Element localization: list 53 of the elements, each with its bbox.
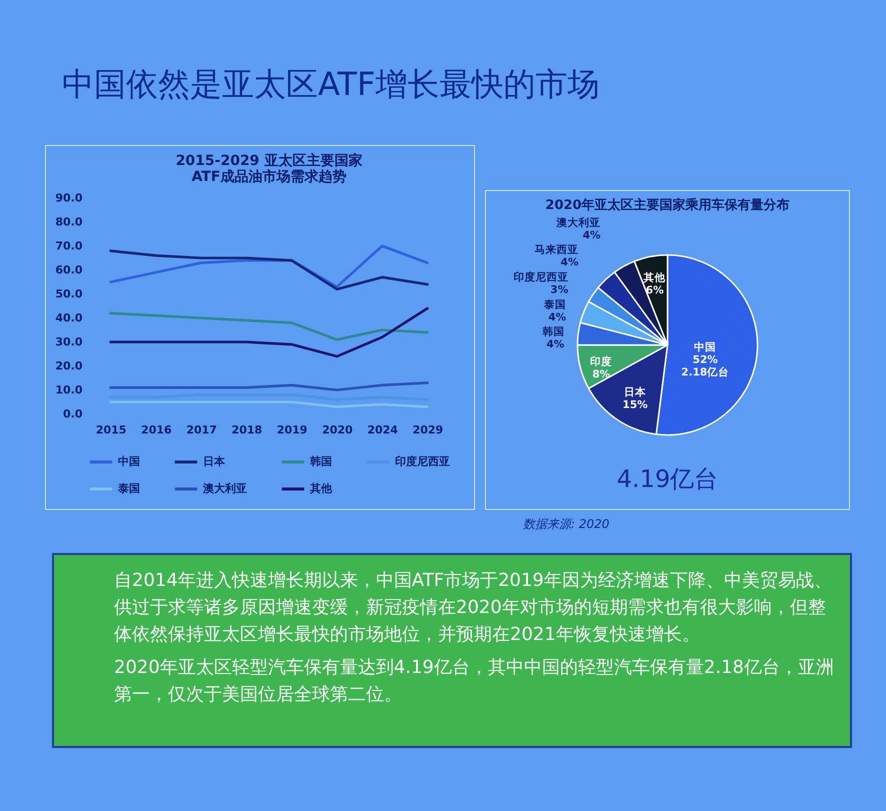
x-tick-label: 2024 xyxy=(367,424,398,436)
y-tick-label: 50.0 xyxy=(55,288,83,300)
y-tick-label: 10.0 xyxy=(55,384,83,396)
data-label: 4% xyxy=(560,256,579,269)
legend-label: 印度尼西亚 xyxy=(395,455,450,468)
y-tick-label: 40.0 xyxy=(55,312,83,324)
y-tick-label: 60.0 xyxy=(55,264,83,276)
slice-label: 日本 xyxy=(624,386,648,399)
legend-label: 澳大利亚 xyxy=(202,482,247,495)
y-tick-label: 0.0 xyxy=(63,408,83,420)
y-tick-label: 90.0 xyxy=(55,192,83,204)
legend-label: 日本 xyxy=(203,455,226,468)
slice-label: 印度 xyxy=(590,355,612,368)
slice-label: 韩国 xyxy=(541,324,564,338)
data-label: 52% 2.18亿台 xyxy=(681,354,730,378)
data-label: 6% xyxy=(646,284,664,296)
text: 4.19亿台 xyxy=(616,465,718,493)
data-label: 8% xyxy=(592,368,611,381)
slice-label: 其他 xyxy=(642,270,667,284)
x-tick-label: 2015 xyxy=(96,424,126,436)
y-tick-label: 70.0 xyxy=(55,240,83,252)
text: 中国依然是亚太区ATF增长最快的市场 xyxy=(62,64,600,105)
line-series xyxy=(109,307,429,358)
y-tick-label: 30.0 xyxy=(55,336,83,348)
y-tick-label: 80.0 xyxy=(55,216,83,228)
data-label: 4% xyxy=(582,230,602,242)
slice-label: 马来西亚 xyxy=(534,243,579,256)
line-series xyxy=(109,312,429,341)
legend-label: 泰国 xyxy=(117,482,140,495)
x-tick-label: 2017 xyxy=(186,424,217,436)
text: 自2014年进入快速增长期以来，中国ATF市场于2019年因为经济增速下降、中美贸易战、供过于求等诸多原因增速变缓，新冠疫情在2020年对市场的短期需求也有很大影响，但整体依然保持亚太区增长最快的市场地位，并预期在2021年恢复快速增长。 xyxy=(114,569,833,647)
data-label: 15% xyxy=(622,399,648,412)
source-note: 数据来源: 2020 xyxy=(523,516,610,533)
data-label: 3% xyxy=(550,284,569,296)
text: 2020年亚太区轻型汽车保有量达到4.19亿台，其中中国的轻型汽车保有量2.18亿台，亚洲第一，仅次于美国位居全球第二位。 xyxy=(114,656,835,707)
x-tick-label: 2029 xyxy=(412,424,444,436)
legend-label: 中国 xyxy=(118,455,140,468)
line-series xyxy=(109,382,429,392)
slice-label: 澳大利亚 xyxy=(556,216,601,230)
y-tick-label: 20.0 xyxy=(55,360,83,372)
x-tick-label: 2020 xyxy=(322,424,354,436)
data-label: 4% xyxy=(548,311,567,324)
slice-label: 泰国 xyxy=(543,298,566,311)
chart-title: 2020年亚太区主要国家乘用车保有量分布 xyxy=(545,197,790,213)
legend-label: 韩国 xyxy=(309,455,332,468)
data-label: 4% xyxy=(546,338,565,350)
slice-label: 中国 xyxy=(694,340,716,354)
x-tick-label: 2016 xyxy=(141,424,172,436)
slice-label: 印度尼西亚 xyxy=(513,270,568,284)
x-tick-label: 2019 xyxy=(276,424,308,436)
x-tick-label: 2018 xyxy=(232,424,262,436)
legend-label: 其他 xyxy=(309,482,333,495)
chart-title: 2015-2029 亚太区主要国家 ATF成品油市场需求趋势 xyxy=(176,152,362,185)
